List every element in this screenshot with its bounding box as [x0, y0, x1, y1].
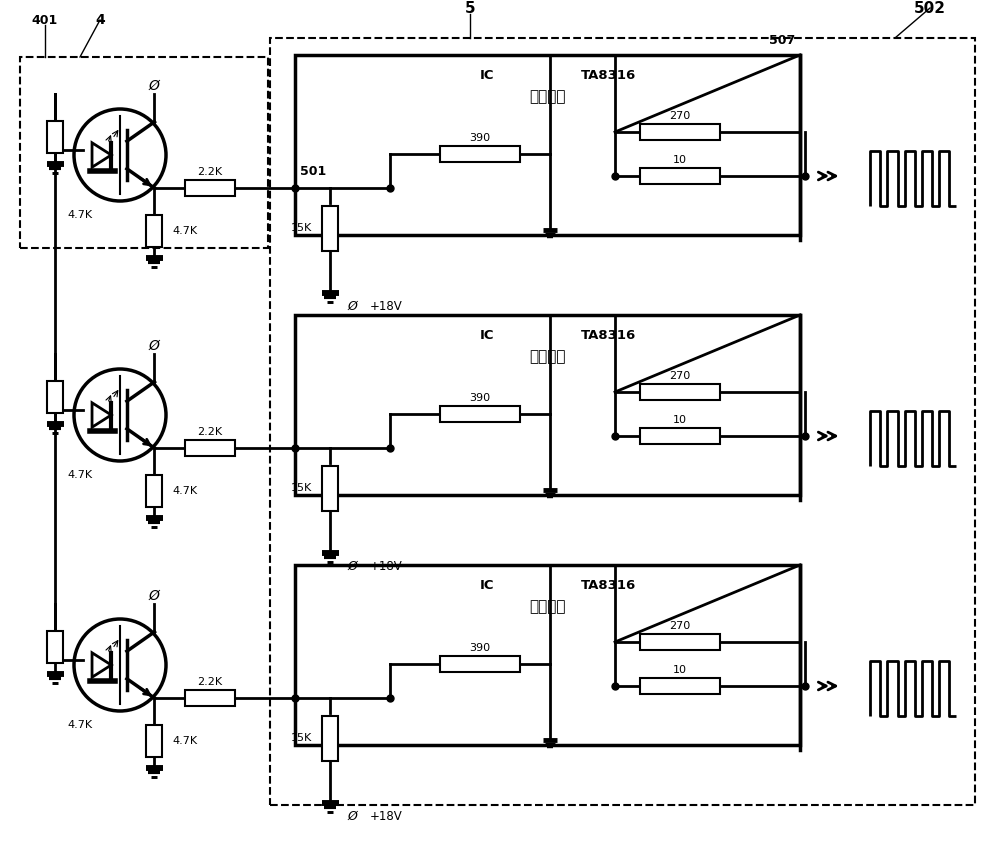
Text: 驱动单元: 驱动单元 [529, 599, 566, 614]
Bar [640, 678, 720, 694]
Text: 270: 270 [669, 111, 691, 121]
Text: Ø: Ø [149, 79, 159, 93]
Bar [640, 428, 720, 444]
Text: IC: IC [480, 69, 494, 82]
Text: 4.7K: 4.7K [172, 226, 197, 236]
Bar [440, 146, 520, 162]
Text: 4.7K: 4.7K [67, 210, 92, 220]
Text: 4.7K: 4.7K [172, 486, 197, 496]
Text: 10: 10 [673, 415, 687, 425]
Text: 驱动单元: 驱动单元 [529, 349, 566, 364]
Text: 390: 390 [469, 393, 491, 403]
Text: 2.2K: 2.2K [197, 427, 223, 437]
Text: IC: IC [480, 329, 494, 342]
Text: 507: 507 [769, 34, 795, 47]
Text: 10: 10 [673, 665, 687, 675]
Text: Ø: Ø [149, 589, 159, 603]
Bar [640, 634, 720, 650]
Bar [295, 315, 800, 495]
Text: IC: IC [480, 579, 494, 592]
Bar [295, 55, 800, 235]
Bar [640, 168, 720, 184]
Bar [295, 565, 800, 745]
Text: TA8316: TA8316 [580, 329, 636, 342]
Bar [185, 180, 235, 196]
Text: 270: 270 [669, 371, 691, 381]
Bar [640, 384, 720, 400]
Bar [270, 38, 975, 805]
Text: Ø: Ø [149, 339, 159, 353]
Text: +18V: +18V [370, 559, 403, 572]
Bar [440, 406, 520, 422]
Bar [146, 725, 162, 757]
Text: 4.7K: 4.7K [172, 736, 197, 746]
Bar [440, 656, 520, 672]
Text: 2.2K: 2.2K [197, 167, 223, 177]
Bar [47, 381, 63, 413]
Text: 5: 5 [465, 1, 475, 15]
Text: TA8316: TA8316 [580, 579, 636, 592]
Text: +18V: +18V [370, 809, 403, 823]
Text: 4.7K: 4.7K [67, 470, 92, 480]
Bar [146, 475, 162, 507]
Text: 390: 390 [469, 643, 491, 653]
Bar [185, 440, 235, 456]
Text: TA8316: TA8316 [580, 69, 636, 82]
Bar [47, 631, 63, 663]
Text: 4: 4 [95, 13, 105, 27]
Text: 2.2K: 2.2K [197, 677, 223, 687]
Text: 270: 270 [669, 621, 691, 631]
Text: 502: 502 [914, 1, 946, 15]
Bar [20, 57, 268, 248]
Text: 401: 401 [32, 14, 58, 26]
Text: 390: 390 [469, 133, 491, 143]
Bar [322, 716, 338, 761]
Text: 驱动单元: 驱动单元 [529, 89, 566, 104]
Text: +18V: +18V [370, 300, 403, 312]
Text: 15K: 15K [291, 483, 312, 493]
Text: Ø: Ø [347, 809, 357, 823]
Bar [47, 121, 63, 153]
Bar [185, 690, 235, 706]
Text: 15K: 15K [291, 733, 312, 743]
Text: 15K: 15K [291, 223, 312, 233]
Bar [146, 215, 162, 247]
Bar [322, 205, 338, 250]
Bar [640, 124, 720, 140]
Text: Ø: Ø [347, 300, 357, 312]
Text: Ø: Ø [347, 559, 357, 572]
Bar [322, 465, 338, 510]
Text: 10: 10 [673, 155, 687, 165]
Text: 4.7K: 4.7K [67, 720, 92, 730]
Text: 501: 501 [300, 165, 326, 178]
